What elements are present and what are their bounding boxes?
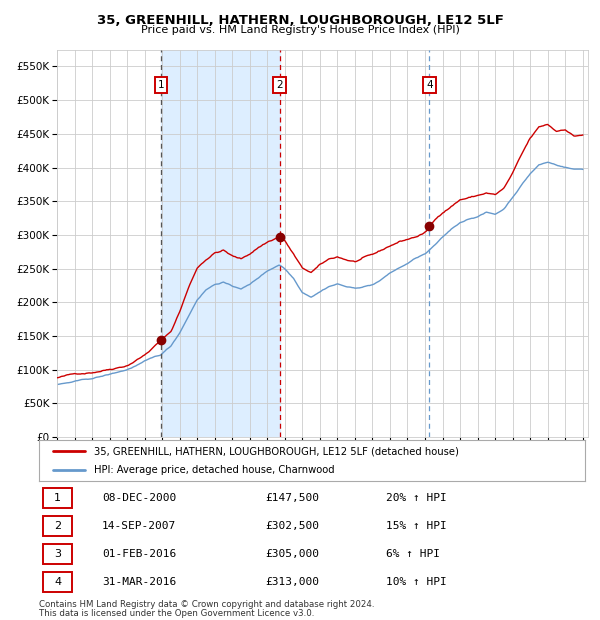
FancyBboxPatch shape [43, 572, 72, 593]
Text: 1: 1 [158, 81, 164, 91]
Text: 2: 2 [54, 521, 61, 531]
Text: 2: 2 [276, 81, 283, 91]
Text: £147,500: £147,500 [266, 493, 320, 503]
Text: 35, GREENHILL, HATHERN, LOUGHBOROUGH, LE12 5LF (detached house): 35, GREENHILL, HATHERN, LOUGHBOROUGH, LE… [94, 446, 458, 456]
Text: 4: 4 [426, 81, 433, 91]
Text: 1: 1 [54, 493, 61, 503]
Text: £305,000: £305,000 [266, 549, 320, 559]
Text: 35, GREENHILL, HATHERN, LOUGHBOROUGH, LE12 5LF: 35, GREENHILL, HATHERN, LOUGHBOROUGH, LE… [97, 14, 503, 27]
FancyBboxPatch shape [43, 487, 72, 508]
Text: 31-MAR-2016: 31-MAR-2016 [102, 577, 176, 587]
Text: Price paid vs. HM Land Registry's House Price Index (HPI): Price paid vs. HM Land Registry's House … [140, 25, 460, 35]
Text: Contains HM Land Registry data © Crown copyright and database right 2024.: Contains HM Land Registry data © Crown c… [39, 600, 374, 609]
Text: 6% ↑ HPI: 6% ↑ HPI [386, 549, 440, 559]
Text: 01-FEB-2016: 01-FEB-2016 [102, 549, 176, 559]
Text: 15% ↑ HPI: 15% ↑ HPI [386, 521, 446, 531]
Text: £313,000: £313,000 [266, 577, 320, 587]
FancyBboxPatch shape [43, 516, 72, 536]
Text: 10% ↑ HPI: 10% ↑ HPI [386, 577, 446, 587]
Text: 4: 4 [54, 577, 61, 587]
Text: 20% ↑ HPI: 20% ↑ HPI [386, 493, 446, 503]
Text: HPI: Average price, detached house, Charnwood: HPI: Average price, detached house, Char… [94, 464, 334, 475]
Text: 3: 3 [54, 549, 61, 559]
Text: 14-SEP-2007: 14-SEP-2007 [102, 521, 176, 531]
Text: £302,500: £302,500 [266, 521, 320, 531]
Bar [161, 50, 280, 437]
Text: 08-DEC-2000: 08-DEC-2000 [102, 493, 176, 503]
Text: This data is licensed under the Open Government Licence v3.0.: This data is licensed under the Open Gov… [39, 609, 314, 618]
FancyBboxPatch shape [43, 544, 72, 564]
